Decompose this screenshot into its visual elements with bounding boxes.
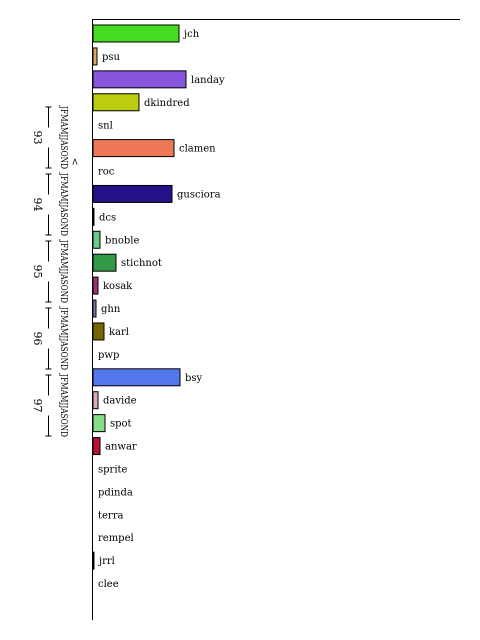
bar-label-jch: jch [183, 29, 200, 40]
bar-label-dkindred: dkindred [144, 98, 190, 109]
bar-group-rempel: rempel [98, 533, 134, 544]
bar-label-stichnot: stichnot [121, 258, 162, 269]
bar-spot [92, 414, 106, 433]
timeline-marker: < [69, 158, 80, 166]
bar-group-stichnot: stichnot [92, 253, 162, 272]
bar-label-ghn: ghn [101, 304, 121, 315]
bar-label-sprite: sprite [98, 464, 128, 475]
bar-group-bnoble: bnoble [92, 230, 139, 249]
bar-ghn [92, 299, 97, 318]
bar-karl [92, 322, 105, 341]
bar-label-terra: terra [98, 510, 123, 521]
bar-group-clee: clee [98, 579, 119, 590]
timeline-year-94: 94 [31, 198, 44, 212]
bar-dkindred [92, 93, 140, 112]
bar-group-pwp: pwp [98, 350, 119, 361]
timeline: JFMAMJJASOND JFMAMJJASOND JFMAMJJASOND JFMA… [31, 105, 80, 437]
bar-label-bnoble: bnoble [105, 235, 139, 246]
bar-group-gusciora: gusciora [92, 184, 221, 203]
bar-group-dkindred: dkindred [92, 93, 190, 112]
bar-bsy [92, 368, 181, 387]
bar-jch [92, 24, 180, 43]
bar-label-spot: spot [110, 419, 132, 430]
bar-label-dcs: dcs [99, 212, 116, 223]
bar-group-kosak: kosak [92, 276, 133, 295]
bar-group-jch: jch [92, 24, 200, 43]
bar-kosak [92, 276, 99, 295]
bar-group-bsy: bsy [92, 368, 203, 387]
bar-group-landay: landay [92, 70, 225, 89]
bar-label-jrrl: jrrl [98, 556, 115, 567]
bar-group-ghn: ghn [92, 299, 121, 318]
bar-group-roc: roc [98, 167, 115, 178]
bar-stichnot [92, 253, 117, 272]
bar-group-clamen: clamen [92, 139, 216, 158]
bar-group-karl: karl [92, 322, 129, 341]
bar-group-snl: snl [98, 121, 113, 132]
bar-group-anwar: anwar [92, 437, 137, 456]
bar-davide [92, 391, 99, 410]
bar-label-davide: davide [103, 396, 137, 407]
bar-label-pdinda: pdinda [98, 487, 133, 498]
bar-group-dcs: dcs [92, 207, 116, 226]
bar-bnoble [92, 230, 101, 249]
bar-label-clee: clee [98, 579, 119, 590]
bar-jrrl [92, 551, 95, 570]
bar-label-gusciora: gusciora [177, 189, 221, 200]
bar-label-roc: roc [98, 167, 115, 178]
bar-label-bsy: bsy [185, 373, 203, 384]
timeline-year-96: 96 [31, 332, 44, 346]
bar-dcs [92, 207, 95, 226]
bar-label-landay: landay [191, 75, 225, 86]
bar-label-pwp: pwp [98, 350, 119, 361]
bar-clamen [92, 139, 175, 158]
timeline-year-97: 97 [31, 399, 44, 413]
bar-label-snl: snl [98, 121, 113, 132]
bar-group-pdinda: pdinda [98, 487, 133, 498]
bars: jch psu landay dkindred snl clamen roc gusciora… [92, 24, 225, 590]
bar-group-terra: terra [98, 510, 123, 521]
timeline-year-95: 95 [31, 265, 44, 279]
bar-label-psu: psu [102, 52, 121, 63]
bar-anwar [92, 437, 101, 456]
bar-group-spot: spot [92, 414, 132, 433]
bar-group-jrrl: jrrl [92, 551, 115, 570]
bar-label-karl: karl [109, 327, 129, 338]
timeline-months-95: JFMAMJJASOND [58, 239, 69, 303]
bar-psu [92, 47, 98, 66]
bar-label-kosak: kosak [103, 281, 133, 292]
timeline-months-94: JFMAMJJASOND [58, 172, 69, 236]
bar-group-davide: davide [92, 391, 137, 410]
bar-group-psu: psu [92, 47, 121, 66]
bar-label-anwar: anwar [105, 442, 137, 453]
bar-label-clamen: clamen [179, 144, 216, 155]
timeline-year-93: 93 [31, 131, 44, 145]
bar-landay [92, 70, 187, 89]
timeline-months-97: JFMAMJJASOND [58, 373, 69, 437]
bar-group-sprite: sprite [98, 464, 128, 475]
bar-label-rempel: rempel [98, 533, 134, 544]
bar-gusciora [92, 184, 173, 203]
timeline-months-96: JFMAMJJASOND [58, 306, 69, 370]
timeline-months-93: JFMAMJJASOND [58, 105, 69, 169]
